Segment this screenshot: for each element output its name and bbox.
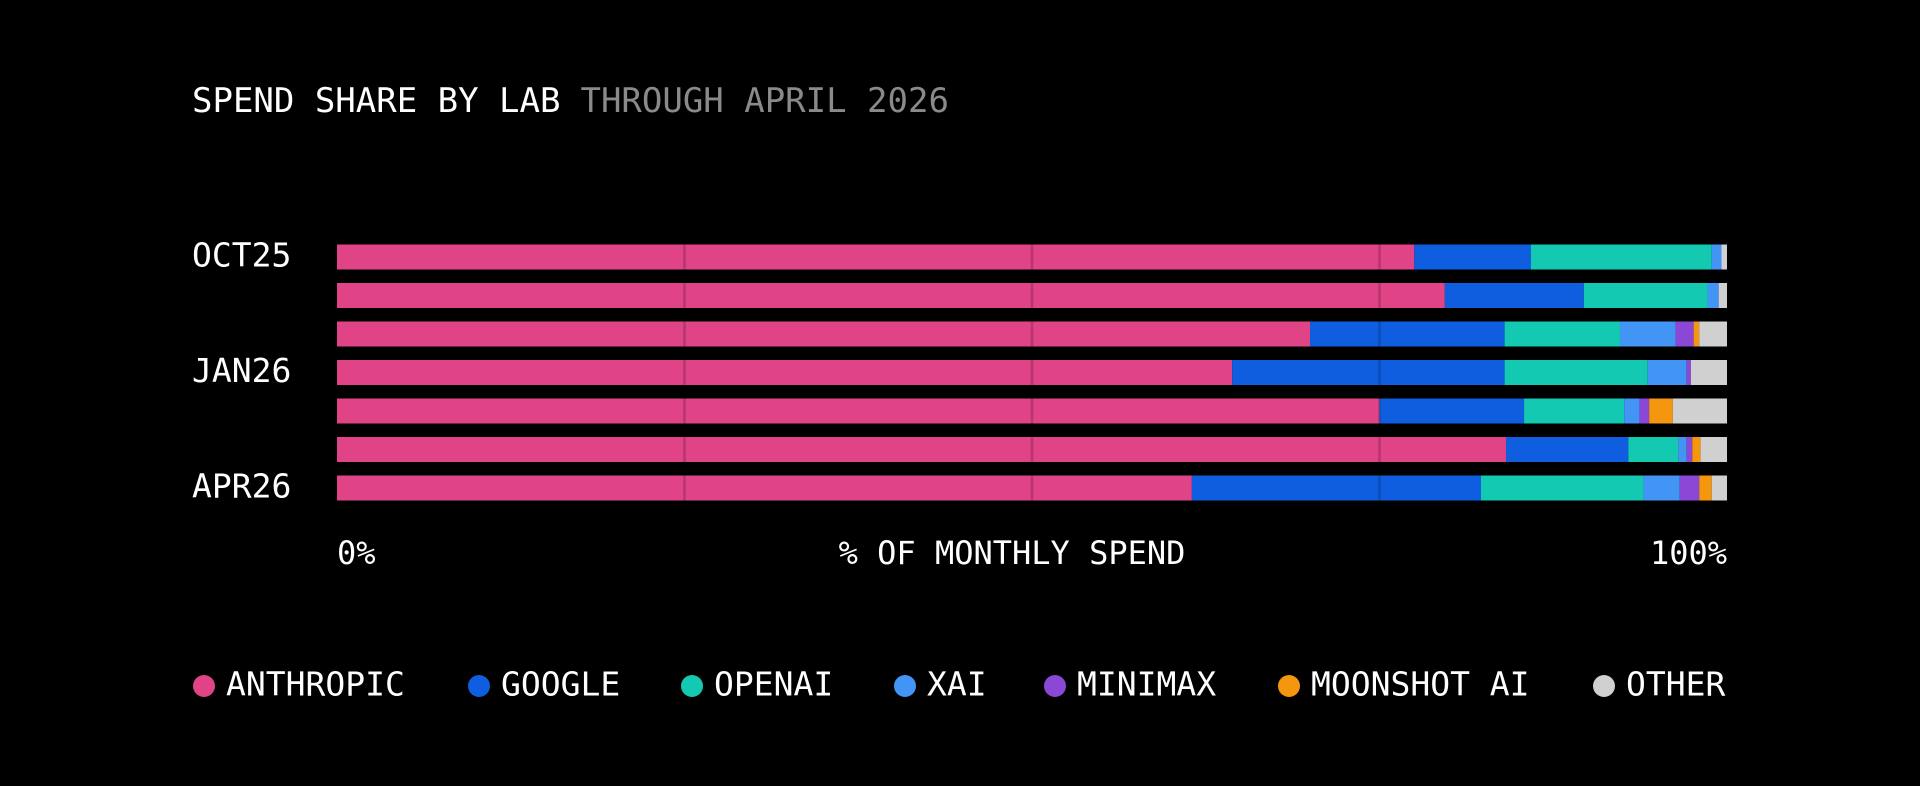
bar-segment: [1679, 475, 1700, 501]
bar-segment: [1672, 398, 1727, 424]
bar-segment: [337, 360, 1233, 385]
y-tick-label: APR26: [192, 467, 291, 506]
y-tick-label: OCT25: [192, 236, 291, 275]
bar-segment: [1480, 475, 1644, 501]
bar-segment: [1700, 437, 1727, 462]
bar-segment: [1504, 321, 1620, 347]
bar-segment: [1686, 437, 1693, 462]
bar-segment: [1711, 244, 1722, 270]
chart-heading: SPEND SHARE BY LAB THROUGH APRIL 2026: [192, 81, 949, 121]
legend-marker: [894, 675, 916, 697]
bar-segment: [337, 283, 1445, 308]
bar-segment: [1707, 283, 1719, 308]
bar-segment: [1619, 321, 1676, 347]
bar-segment: [1686, 360, 1691, 385]
x-tick-label: 100%: [1650, 534, 1727, 572]
legend-label: GOOGLE: [501, 665, 620, 704]
legend-marker: [468, 675, 490, 697]
legend-marker: [681, 675, 703, 697]
bar-segment: [1191, 475, 1481, 501]
bar-segment: [1505, 437, 1629, 462]
bar-segment: [337, 398, 1380, 424]
legend-label: OTHER: [1626, 665, 1725, 704]
bar-segment: [1699, 475, 1712, 501]
bar-segment: [1699, 321, 1727, 347]
legend-label: MOONSHOT AI: [1311, 665, 1530, 704]
bar-segment: [1531, 244, 1712, 270]
legend-marker: [1044, 675, 1066, 697]
legend-label: MINIMAX: [1077, 665, 1216, 704]
bar-segment: [1639, 398, 1650, 424]
bar-segment: [337, 321, 1310, 347]
legend-marker: [1278, 675, 1300, 697]
bar-segment: [1675, 321, 1694, 347]
bar-segment: [1690, 360, 1727, 385]
bar-segment: [1583, 283, 1708, 308]
bar-segment: [1693, 321, 1700, 347]
bar-segment: [1310, 321, 1505, 347]
bar-segment: [1647, 360, 1687, 385]
bar-segment: [1444, 283, 1584, 308]
legend-label: OPENAI: [714, 665, 833, 704]
legend-label: ANTHROPIC: [226, 665, 405, 704]
bar-segment: [1678, 437, 1687, 462]
bar-segment: [1379, 398, 1525, 424]
chart-subtitle: THROUGH APRIL 2026: [580, 81, 948, 121]
bar-segment: [1628, 437, 1679, 462]
bar-segment: [1643, 475, 1680, 501]
bar-segment: [337, 437, 1506, 462]
bar-segment: [1718, 283, 1727, 308]
bar-segment: [1524, 398, 1625, 424]
bar-segment: [1414, 244, 1532, 270]
bar-segment: [1692, 437, 1701, 462]
bar-segment: [337, 475, 1192, 501]
chart-title: SPEND SHARE BY LAB: [192, 81, 560, 121]
bar-segment: [1711, 475, 1727, 501]
bar-segment: [1232, 360, 1505, 385]
bar-segment: [1624, 398, 1640, 424]
x-axis-label: % OF MONTHLY SPEND: [839, 534, 1186, 572]
bar-segment: [1504, 360, 1648, 385]
bar-segment: [1721, 244, 1727, 270]
legend-marker: [1593, 675, 1615, 697]
legend-label: XAI: [927, 665, 987, 704]
bar-segment: [337, 244, 1415, 270]
bar-segment: [1649, 398, 1673, 424]
y-tick-label: JAN26: [192, 351, 291, 390]
x-tick-label: 0%: [337, 534, 376, 572]
legend-marker: [193, 675, 215, 697]
